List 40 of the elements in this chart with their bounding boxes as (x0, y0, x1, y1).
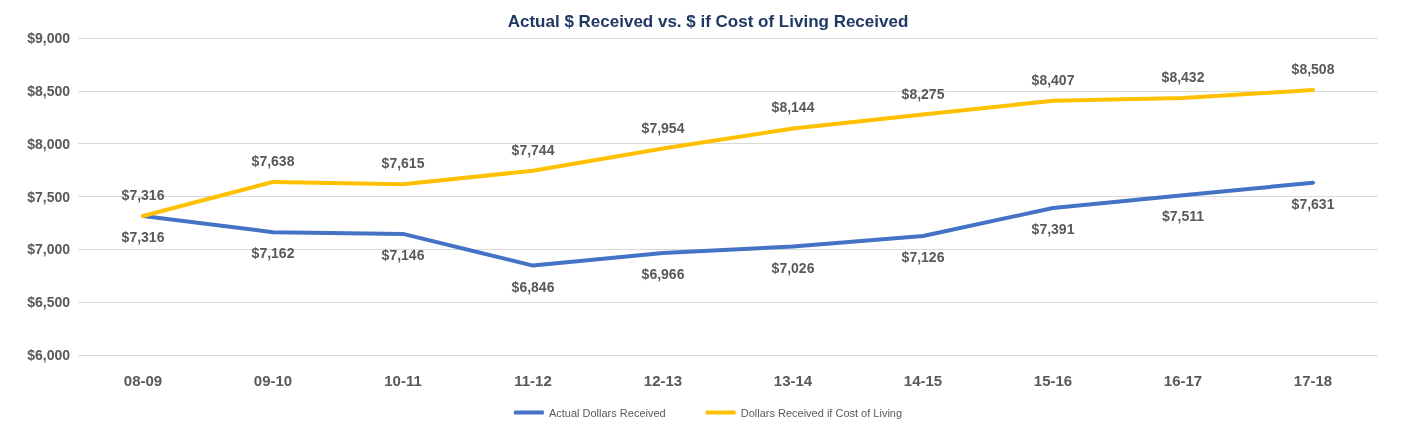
data-label: $7,631 (1291, 195, 1335, 212)
x-tick-label: 09-10 (253, 372, 293, 389)
data-label: $7,316 (121, 186, 165, 203)
data-label: $7,126 (901, 249, 945, 266)
y-tick-label: $6,500 (27, 294, 71, 311)
y-tick-label: $7,500 (27, 188, 71, 205)
x-tick-label: 08-09 (123, 372, 163, 389)
data-label: $8,508 (1291, 60, 1335, 77)
x-tick-label: 12-13 (643, 372, 683, 389)
data-label: $8,432 (1161, 69, 1205, 86)
data-label: $7,026 (771, 259, 815, 276)
data-label: $7,316 (121, 228, 165, 245)
data-label: $7,391 (1031, 221, 1075, 238)
data-label: $8,144 (771, 99, 815, 116)
data-label: $8,407 (1031, 71, 1075, 88)
data-label: $7,162 (251, 245, 295, 262)
data-label: $7,615 (381, 155, 425, 172)
data-label: $7,744 (511, 141, 555, 158)
data-label: $6,846 (511, 278, 555, 295)
data-label: $7,511 (1161, 208, 1205, 225)
x-tick-label: 16-17 (1163, 372, 1203, 389)
chart-title: Actual $ Received vs. $ if Cost of Living Received (507, 12, 909, 31)
legend-label: Dollars Received if Cost of Living (740, 406, 903, 419)
y-tick-label: $8,000 (27, 135, 71, 152)
data-label: $7,638 (251, 152, 295, 169)
x-tick-label: 11-12 (514, 372, 552, 389)
x-tick-label: 15-16 (1033, 372, 1073, 389)
y-tick-label: $7,000 (27, 241, 71, 258)
y-tick-label: $9,000 (27, 30, 71, 46)
x-tick-label: 17-18 (1293, 372, 1333, 389)
data-label: $6,966 (641, 265, 685, 282)
x-tick-label: 10-11 (384, 372, 422, 389)
y-tick-label: $6,000 (27, 347, 71, 363)
data-label: $8,275 (901, 85, 945, 102)
data-label: $7,954 (641, 119, 685, 136)
y-tick-label: $8,500 (27, 82, 71, 99)
legend-label: Actual Dollars Received (548, 406, 666, 419)
x-tick-label: 13-14 (773, 372, 813, 389)
x-tick-label: 14-15 (903, 372, 943, 389)
data-label: $7,146 (381, 246, 425, 263)
